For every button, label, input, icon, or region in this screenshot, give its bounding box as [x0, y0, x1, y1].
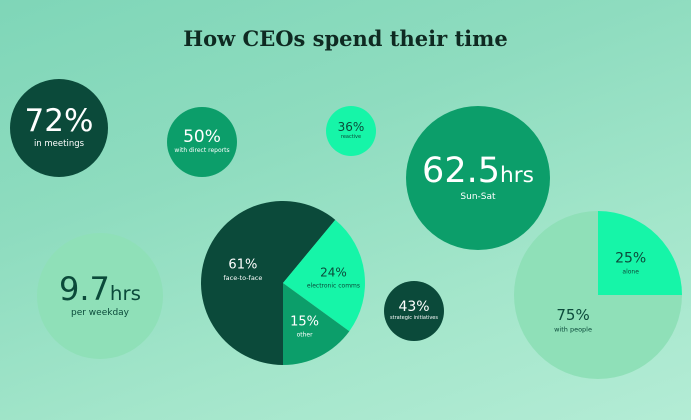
direct-reports-value: 50% — [183, 127, 221, 148]
direct-reports-label: with direct reports — [174, 147, 230, 155]
strategic-value: 43% — [398, 299, 430, 316]
meetings-label: in meetings — [33, 139, 85, 150]
pie2-value-with-people: 75% — [556, 306, 589, 324]
pie1-value-electronic-comms: 24% — [320, 266, 347, 280]
pie1-slice-electronic-comms — [283, 219, 365, 332]
pie1-slice-other — [283, 283, 350, 365]
reactive-bubble: 36% reactive — [326, 106, 376, 156]
pie2-value-alone: 25% — [615, 250, 646, 266]
weekly-hours-unit: hrs — [499, 162, 534, 188]
pie1-label-face-to-face: face-to-face — [223, 274, 262, 282]
reactive-value: 36% — [337, 120, 365, 135]
weekly-hours-bubble: 62.5hrs Sun-Sat — [406, 106, 550, 250]
strategic-label: strategic initiatives — [390, 315, 438, 322]
weekday-hours-value: 9.7 — [59, 270, 110, 309]
weekly-hours-value: 62.5 — [422, 150, 500, 191]
weekday-hours-bubble: 9.7hrs per weekday — [37, 233, 163, 359]
pie1-value-face-to-face: 61% — [228, 258, 257, 273]
pie1-label-electronic-comms: electronic comms — [307, 283, 360, 290]
pie2-label-alone: alone — [622, 268, 639, 275]
pie1-slice-face-to-face — [201, 201, 336, 365]
pie1-label-other: other — [297, 331, 314, 338]
pie2-label-with-people: with people — [554, 325, 592, 333]
pie2-slice-with-people — [514, 211, 682, 379]
meetings-value: 72% — [24, 103, 94, 140]
strategic-bubble: 43% strategic initiatives — [384, 281, 444, 341]
pie1-value-other: 15% — [290, 314, 319, 329]
reactive-label: reactive — [340, 134, 362, 141]
pie2-slice-alone — [598, 211, 682, 295]
direct-reports-bubble: 50% with direct reports — [167, 107, 237, 177]
chart-title: How CEOs spend their time — [183, 26, 508, 51]
meetings-bubble: 72% in meetings — [10, 79, 108, 177]
weekday-hours-unit: hrs — [109, 282, 141, 306]
weekly-hours-label: Sun-Sat — [460, 191, 496, 202]
weekday-hours-label: per weekday — [70, 308, 129, 319]
